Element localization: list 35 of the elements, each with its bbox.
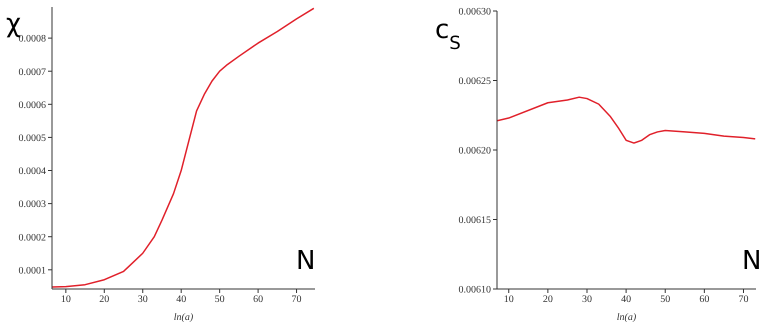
x-axis-title: ln(a) [174, 312, 194, 322]
x-tick-label: 60 [699, 294, 710, 306]
y-tick-label: 0.0005 [18, 132, 46, 144]
x-tick-label: 50 [660, 294, 670, 306]
x-tick-label: 70 [738, 294, 748, 306]
x-tick-label: 20 [99, 294, 110, 306]
y-tick-label: 0.0001 [18, 265, 46, 276]
x-tick-label: 20 [542, 294, 553, 306]
y-tick-label: 0.00610 [458, 284, 491, 296]
x-tick-label: 40 [176, 294, 186, 306]
y-tick-label: 0.00625 [458, 76, 491, 88]
y-tick-label: 0.00630 [458, 6, 491, 18]
x-tick-label: 30 [138, 294, 148, 306]
y-axis-title: c$_{S}$ [435, 15, 461, 54]
y-tick-label: 0.0004 [18, 166, 46, 178]
x-tick-label: 10 [504, 294, 514, 306]
y-tick-label: 0.0007 [18, 66, 46, 78]
annotation: N [296, 246, 316, 276]
y-tick-label: 0.0006 [18, 100, 46, 111]
annotation: N [742, 246, 762, 276]
x-tick-label: 10 [60, 294, 71, 306]
line-series [52, 8, 315, 288]
y-tick-label: 0.0003 [18, 199, 46, 210]
y-tick-label: 0.0008 [18, 34, 46, 45]
line-series [497, 96, 756, 144]
y-tick-label: 0.00620 [458, 146, 491, 157]
x-tick-label: 50 [214, 294, 225, 306]
x-tick-label: 30 [582, 294, 592, 306]
y-tick-label: 0.0002 [18, 232, 46, 244]
y-axis-title: χ [6, 9, 22, 39]
x-tick-label: 60 [253, 294, 264, 306]
x-tick-label: 70 [292, 294, 302, 306]
x-axis-title: ln(a) [616, 312, 637, 322]
x-tick-label: 40 [621, 294, 632, 306]
y-tick-label: 0.00615 [458, 215, 491, 226]
